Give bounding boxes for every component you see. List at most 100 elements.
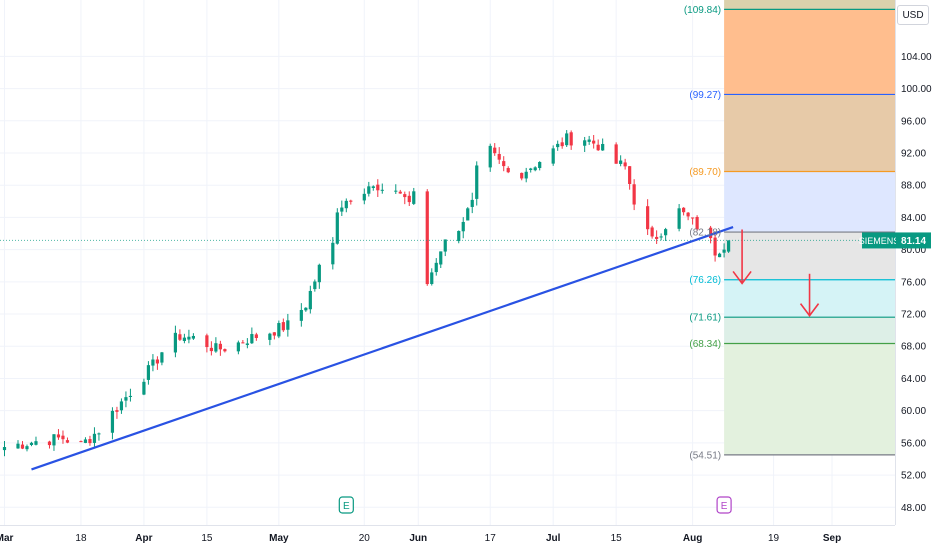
candlestick-series bbox=[2, 130, 731, 457]
candle-body bbox=[650, 227, 654, 237]
candle-body bbox=[308, 290, 312, 310]
fibonacci-zones bbox=[724, 0, 895, 455]
candle-body bbox=[457, 231, 461, 242]
time-tick-label: 20 bbox=[359, 533, 371, 544]
candle-body bbox=[717, 253, 722, 258]
candle-body bbox=[524, 171, 528, 179]
candle-body bbox=[209, 347, 213, 352]
price-axis[interactable]: 104.00 100.00 96.00 92.00 88.00 84.00 80.00 76.… bbox=[895, 0, 932, 550]
fib-zone bbox=[724, 343, 895, 455]
candle-body bbox=[205, 335, 209, 348]
symbol-tag-bg bbox=[862, 232, 896, 249]
candle-body bbox=[533, 167, 537, 171]
price-tick-label: 52.00 bbox=[901, 471, 926, 482]
candle-body bbox=[56, 434, 61, 438]
fib-level-label: (68.34) bbox=[689, 339, 721, 350]
last-price-tag-bg bbox=[896, 232, 931, 249]
fib-level-label: (99.27) bbox=[689, 90, 721, 101]
candle-body bbox=[722, 249, 726, 253]
candle-body bbox=[376, 184, 380, 191]
candle-body bbox=[587, 139, 591, 142]
price-tick-label: 80.00 bbox=[901, 245, 926, 256]
candle-body bbox=[556, 143, 560, 148]
earnings-marker-label: E bbox=[721, 501, 728, 512]
candle-body bbox=[25, 446, 29, 450]
price-tick-label: 56.00 bbox=[901, 438, 926, 449]
fib-zone bbox=[724, 9, 895, 95]
candle-body bbox=[304, 307, 308, 311]
price-tick-label: 68.00 bbox=[901, 342, 926, 353]
candle-body bbox=[250, 334, 254, 344]
candle-body bbox=[677, 208, 681, 229]
fibonacci-labels: (109.84) (99.27) (89.70) (82.18) (76.26) (71.… bbox=[684, 5, 721, 462]
candle-body bbox=[614, 144, 618, 164]
candle-body bbox=[47, 441, 52, 446]
candle-body bbox=[241, 342, 245, 344]
candle-body bbox=[443, 239, 447, 252]
fibonacci-levels bbox=[724, 8, 895, 456]
candle-body bbox=[2, 447, 7, 451]
candle-body bbox=[560, 142, 564, 147]
candle-body bbox=[218, 343, 222, 350]
currency-button[interactable]: USD bbox=[897, 5, 929, 25]
time-tick-label: May bbox=[269, 533, 289, 544]
candle-body bbox=[223, 349, 227, 352]
fib-zone bbox=[724, 94, 895, 172]
candle-body bbox=[362, 193, 366, 201]
candle-body bbox=[182, 337, 186, 341]
candle-body bbox=[313, 281, 317, 290]
candle-body bbox=[623, 162, 627, 167]
candle-body bbox=[425, 191, 429, 285]
candle-body bbox=[434, 262, 438, 273]
candle-body bbox=[110, 410, 115, 433]
candle-body bbox=[128, 395, 133, 397]
candle-body bbox=[619, 160, 623, 164]
candle-body bbox=[659, 236, 663, 238]
candle-body bbox=[299, 309, 303, 321]
candle-body bbox=[92, 433, 97, 443]
candle-body bbox=[380, 189, 384, 191]
candle-body bbox=[430, 272, 434, 284]
candle-body bbox=[214, 343, 218, 352]
fib-level-label: (54.51) bbox=[689, 450, 721, 461]
price-tick-label: 60.00 bbox=[901, 406, 926, 417]
candle-body bbox=[191, 335, 195, 339]
candle-body bbox=[412, 191, 416, 204]
time-axis[interactable]: Mar 18 Apr 15 May 20 Jun 17 Jul 15 Aug 19 Sep bbox=[0, 525, 932, 550]
candle-body bbox=[187, 336, 191, 340]
fib-level-label: (71.61) bbox=[689, 313, 721, 324]
candle-body bbox=[160, 352, 164, 363]
candle-body bbox=[349, 200, 353, 202]
candle-body bbox=[29, 442, 34, 445]
candle-body bbox=[632, 184, 636, 205]
candle-body bbox=[488, 145, 492, 168]
arrow-head-icon bbox=[799, 303, 820, 317]
earnings-marker-icon bbox=[338, 496, 354, 514]
drawings bbox=[31, 226, 820, 471]
candle-body bbox=[664, 229, 668, 236]
candle-body bbox=[726, 240, 731, 252]
candle-body bbox=[367, 186, 371, 194]
candle-body bbox=[520, 172, 524, 179]
candle-body bbox=[151, 359, 155, 366]
candle-body bbox=[65, 440, 70, 443]
candle-body bbox=[439, 251, 443, 265]
candle-body bbox=[601, 143, 605, 151]
candle-body bbox=[529, 168, 533, 170]
price-tick-label: 96.00 bbox=[901, 116, 926, 127]
price-axis-bg bbox=[895, 0, 932, 550]
price-tick-label: 48.00 bbox=[901, 503, 926, 514]
candle-body bbox=[628, 166, 632, 184]
candle-body bbox=[155, 359, 160, 364]
candle-body bbox=[709, 227, 713, 239]
candle-body bbox=[583, 140, 587, 146]
candle-body bbox=[475, 165, 479, 199]
candle-body bbox=[331, 242, 335, 265]
candle-body bbox=[461, 221, 465, 232]
earnings-marker-icon bbox=[716, 496, 732, 514]
candle-body bbox=[344, 200, 348, 209]
fib-level-label: (76.26) bbox=[689, 275, 721, 286]
price-tick-label: 72.00 bbox=[901, 310, 926, 321]
candle-body bbox=[34, 441, 38, 445]
